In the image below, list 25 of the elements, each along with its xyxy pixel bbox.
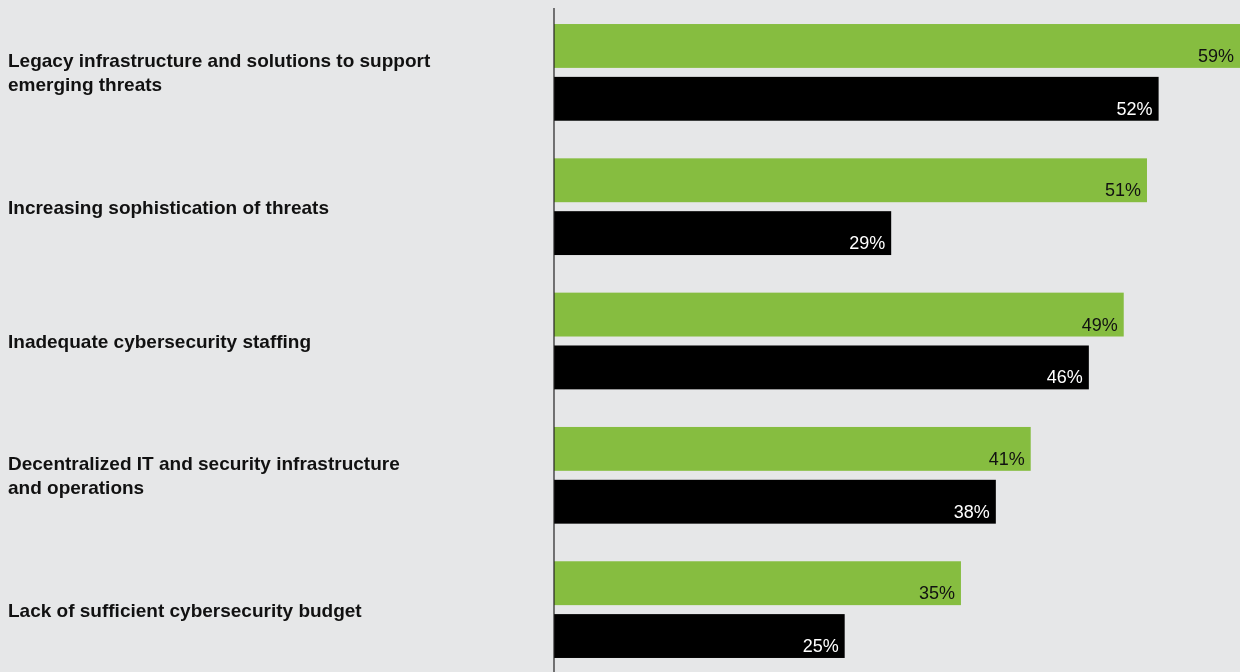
bar [554,561,961,606]
bar [554,76,1159,121]
data-label: 51% [1104,180,1141,201]
y-tick-label: Legacy infrastructure and solutions to support emerging threats [8,50,431,96]
data-label: 52% [1116,98,1153,119]
y-tick-label: Increasing sophistication of threats [8,196,329,218]
bar [554,292,1124,337]
data-label: 49% [1081,314,1118,335]
bar [554,345,1089,390]
data-label: 46% [1046,367,1083,388]
data-label: 41% [988,448,1025,469]
data-label: 35% [918,583,955,604]
data-label: 25% [802,635,839,656]
data-label: 59% [1197,45,1234,66]
bar [554,158,1147,203]
bar [554,614,845,658]
y-tick-label: Decentralized IT and security infrastructure and operations [8,453,400,499]
data-label: 29% [849,233,886,254]
bar [554,24,1240,68]
data-label: 38% [953,501,990,522]
y-tick-label: Lack of sufficient cybersecurity budget [8,599,363,621]
bar [554,211,892,256]
bar [554,426,1031,471]
bar [554,479,996,524]
y-tick-label: Inadequate cybersecurity staffing [8,331,312,352]
